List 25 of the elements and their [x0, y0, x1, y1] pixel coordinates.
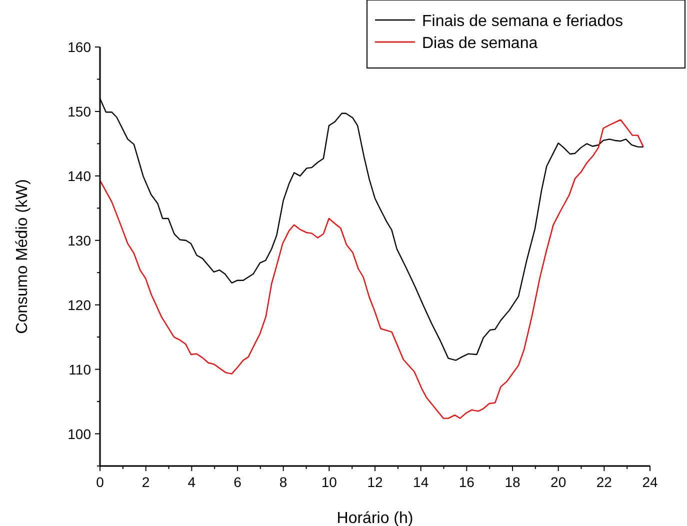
x-tick-label: 16 — [458, 474, 475, 490]
x-tick-label: 8 — [279, 474, 288, 490]
x-tick-label: 24 — [642, 474, 658, 490]
x-tick-label: 12 — [367, 474, 383, 490]
legend-label: Dias de semana — [422, 35, 538, 52]
y-axis-title: Consumo Médio (kW) — [14, 179, 31, 334]
y-tick-label: 120 — [68, 296, 92, 313]
x-tick-label: 2 — [142, 474, 150, 490]
y-tick-label: 110 — [68, 361, 92, 378]
legend-label: Finais de semana e feriados — [422, 13, 623, 30]
y-tick-label: 150 — [68, 103, 92, 120]
x-tick-label: 10 — [321, 474, 338, 490]
y-tick-label: 100 — [68, 426, 92, 442]
x-tick-label: 20 — [550, 474, 566, 490]
x-tick-label: 22 — [596, 474, 612, 490]
y-tick-label: 130 — [68, 232, 92, 248]
x-tick-label: 6 — [234, 474, 242, 490]
x-tick-label: 4 — [188, 474, 196, 490]
y-tick-label: 160 — [68, 39, 92, 55]
x-tick-label: 18 — [504, 474, 520, 490]
x-tick-label: 0 — [96, 474, 104, 490]
line-series — [99, 119, 644, 419]
x-tick-label: 14 — [413, 474, 429, 490]
x-axis-title: Horário (h) — [336, 510, 414, 526]
y-tick-label: 140 — [68, 168, 92, 184]
